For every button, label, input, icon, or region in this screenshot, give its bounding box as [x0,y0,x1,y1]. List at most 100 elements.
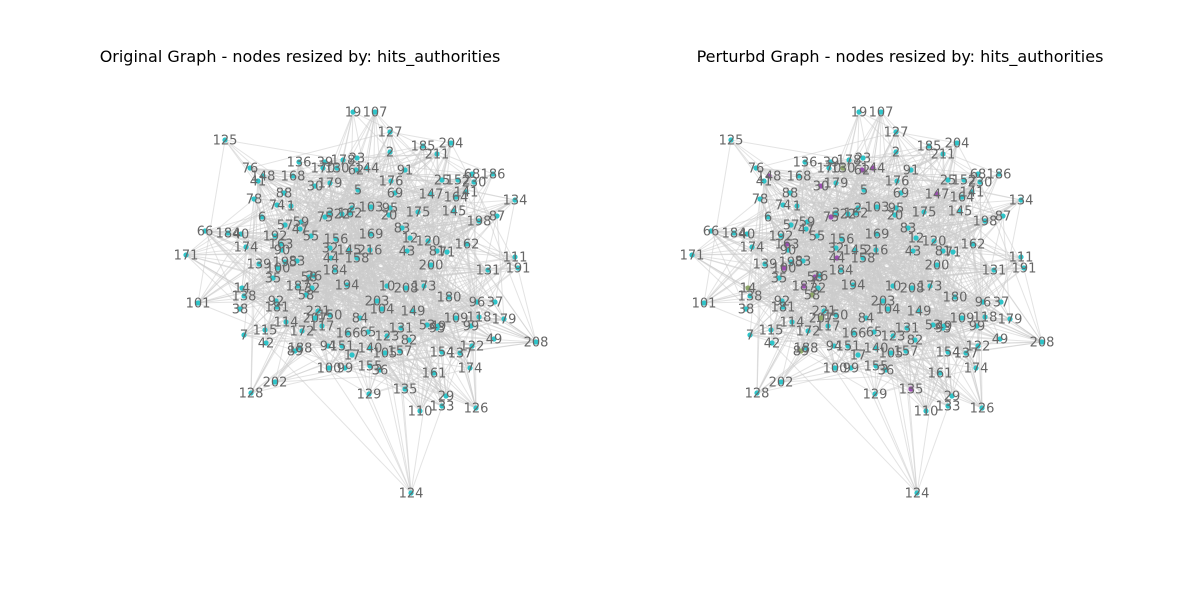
graph-node [328,255,334,261]
graph-node [272,379,278,385]
graph-node [273,298,279,304]
graph-edge [749,334,949,353]
node-label: 185 [411,140,436,155]
graph-node [893,149,899,155]
graph-node [366,391,372,397]
graph-node [803,226,809,232]
graph-node [880,298,886,304]
graph-node [428,191,434,197]
node-label: 163 [269,238,294,253]
graph-node [959,194,965,200]
node-label: 184 [323,264,348,279]
node-label: 184 [722,227,747,242]
graph-node [333,236,339,242]
node-label: 2 [348,202,356,217]
graph-edge [369,365,443,407]
node-label: 128 [239,387,264,402]
node-label: 90 [274,244,291,259]
graph-node [826,165,832,171]
graph-node [833,312,839,318]
perturbed-graph-title: Perturbd Graph - nodes resized by: hits_… [696,47,1104,66]
graph-edge [321,247,331,327]
node-label: 30 [307,180,324,195]
graph-edge [494,199,516,303]
graph-node [905,225,911,231]
graph-edge [855,212,927,412]
graph-node [467,365,473,371]
node-label: 87 [995,210,1012,225]
node-label: 115 [759,324,784,339]
graph-node [275,265,281,271]
graph-edge [185,254,303,332]
graph-edge [258,263,331,316]
node-label: 162 [961,238,986,253]
graph-node [802,159,808,165]
node-label: 93 [429,322,446,337]
graph-node [326,365,332,371]
graph-node [386,212,392,218]
node-label: 5 [354,184,362,199]
graph-edge [258,263,412,494]
node-label: 164 [444,191,469,206]
graph-node [982,314,988,320]
graph-node [778,233,784,239]
graph-edge [928,145,949,181]
node-label: 164 [950,191,975,206]
node-label: 29 [944,390,961,405]
node-label: 87 [489,210,506,225]
graph-node [945,349,951,355]
node-label: 211 [425,148,450,163]
graph-node [485,267,491,273]
graph-node [243,244,249,250]
node-label: 68 [464,168,481,183]
graph-node [319,323,325,329]
node-label: 74 [775,199,792,214]
graph-node [346,247,352,253]
graph-node [945,403,951,409]
node-label: 38 [738,303,755,318]
node-label: 105 [879,347,904,362]
graph-edge [394,192,443,353]
graph-node [248,390,254,396]
graph-node [937,370,943,376]
node-label: 195 [273,256,298,271]
graph-node [322,214,328,220]
graph-edge [691,198,761,256]
graph-node [961,177,967,183]
graph-node [431,370,437,376]
graph-node [397,348,403,354]
graph-edge [394,192,480,318]
graph-edge [928,145,949,407]
node-label: 145 [442,205,467,220]
node-label: 35 [265,272,282,287]
graph-node [970,241,976,247]
graph-node [259,214,265,220]
node-label: 25 [940,174,957,189]
graph-edge [936,193,1025,269]
graph-edge [895,131,983,409]
graph-node [367,345,373,351]
graph-node [851,330,857,336]
graph-node [241,293,247,299]
graph-edge [895,131,949,181]
node-label: 81 [935,245,952,260]
graph-edge [243,180,259,336]
graph-node [828,159,834,165]
perturbed-graph-panel: Perturbd Graph - nodes resized by: hits_… [600,0,1200,600]
graph-node [833,245,839,251]
node-label: 136 [287,156,312,171]
graph-node [270,275,276,281]
graph-node [256,261,262,267]
node-label: 20 [381,209,398,224]
graph-edge [749,185,822,297]
graph-edge [857,169,912,356]
graph-node [1000,213,1006,219]
graph-node [334,165,340,171]
node-label: 88 [782,187,799,202]
node-label: 19 [345,106,362,121]
graph-node [512,197,518,203]
graph-node [344,282,350,288]
graph-edge [394,192,406,390]
graph-node [406,337,412,343]
